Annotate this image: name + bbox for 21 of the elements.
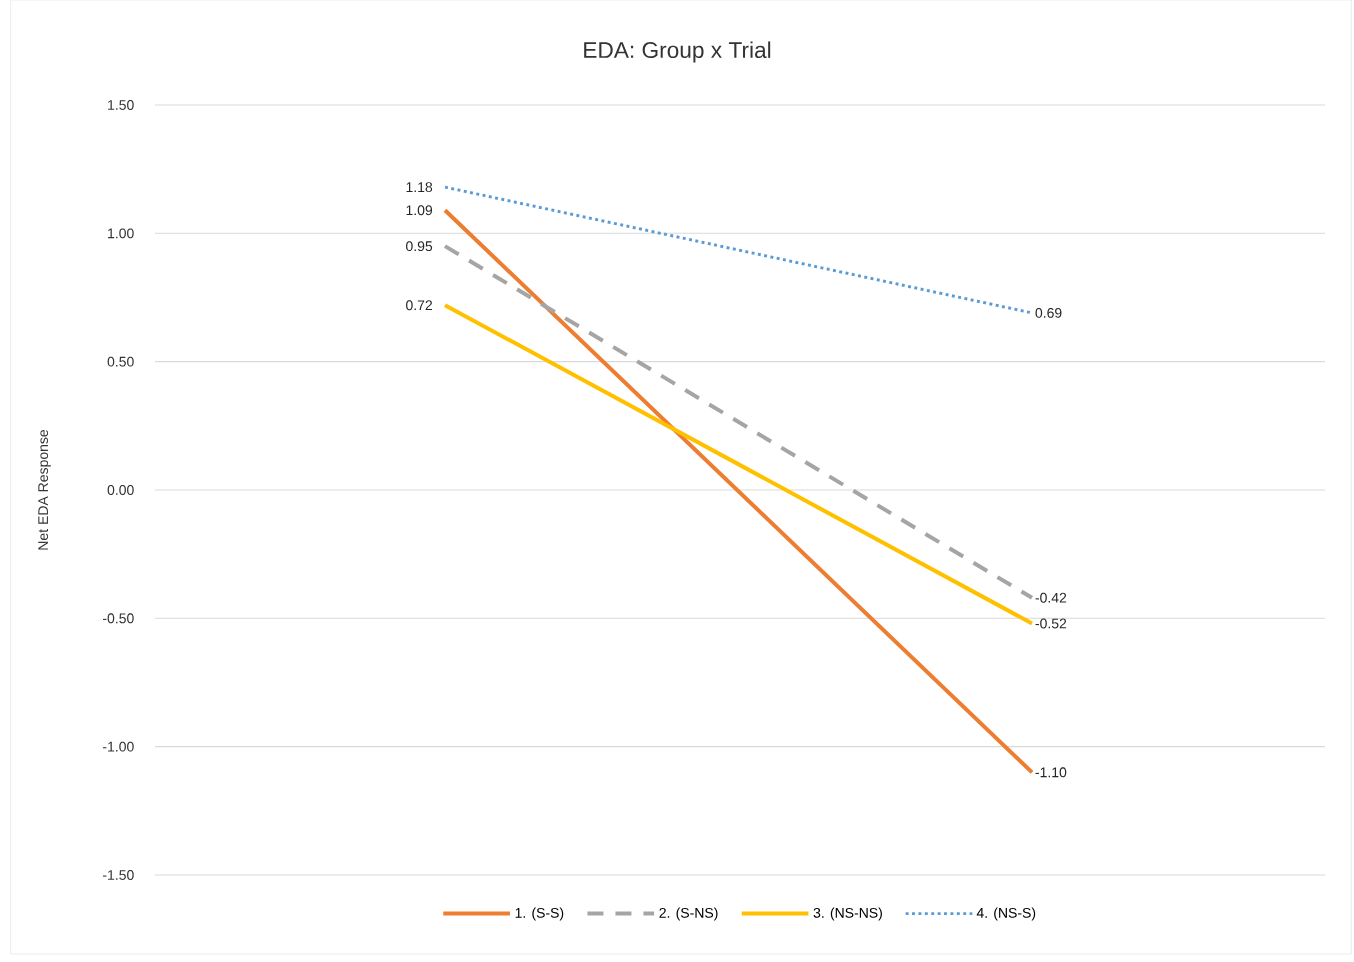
y-tick-label: -1.50: [103, 870, 134, 880]
data-label: -0.42: [1035, 592, 1067, 603]
data-label: 0.69: [1035, 307, 1062, 318]
data-label: 1.18: [406, 182, 433, 193]
y-tick-label: 1.50: [108, 100, 134, 110]
y-tick-label: -0.50: [103, 613, 134, 624]
legend-label: 4. (NS-S): [976, 907, 1036, 921]
legend-label: 1. (S-S): [515, 907, 564, 921]
chart-title: EDA: Group x Trial: [584, 41, 771, 63]
y-tick-label: 1.00: [108, 228, 134, 239]
y-axis-title: Net EDA Response: [38, 429, 51, 550]
data-label: 1.09: [406, 205, 433, 216]
data-label: -1.10: [1035, 767, 1067, 778]
y-tick-label: -1.00: [103, 741, 134, 752]
y-tick-label: 0.50: [107, 356, 134, 367]
data-label: 0.72: [406, 300, 433, 311]
y-tick-label: 0.00: [107, 485, 134, 495]
data-label: 0.95: [406, 241, 433, 252]
legend-label: 3. (NS-NS): [813, 907, 882, 921]
legend-label: 2. (S-NS): [659, 907, 718, 921]
data-label: -0.52: [1035, 618, 1067, 629]
